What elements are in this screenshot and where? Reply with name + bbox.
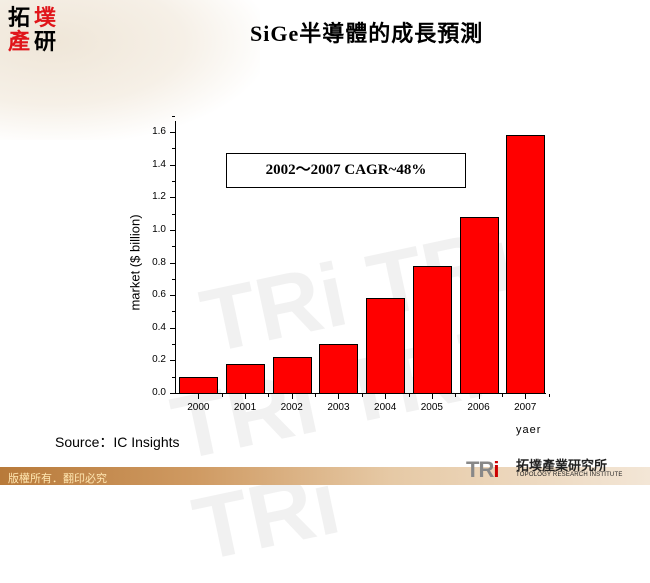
y-tick [172, 344, 175, 346]
y-tick [170, 327, 175, 329]
x-minor-tick [315, 394, 317, 397]
bar-2005 [412, 265, 452, 394]
bar-2002 [272, 357, 312, 394]
brand-name-cn: 拓墣產業研究所 [516, 458, 608, 473]
bar-2004 [366, 298, 406, 394]
x-minor-tick [221, 394, 223, 397]
y-tick-label: 0.4 [152, 321, 166, 333]
y-tick [172, 115, 175, 117]
x-tick [431, 394, 433, 399]
x-axis [175, 393, 546, 394]
y-tick [172, 376, 175, 378]
x-tick-label: 2000 [187, 402, 210, 413]
y-tick-label: 1.2 [152, 191, 166, 203]
footer-bar [0, 467, 650, 485]
brand-name-en: TOPOLOGY RESEARCH INSTITUTE [516, 472, 623, 478]
logo-char-4: 研 [34, 29, 57, 55]
topology-logo: 拓 墣 產 研 [6, 6, 62, 54]
y-tick [172, 246, 175, 248]
x-tick-label: 2006 [467, 402, 490, 413]
y-tick [172, 180, 175, 182]
logo-char-2: 墣 [34, 5, 57, 31]
x-tick [338, 394, 340, 399]
x-tick [291, 394, 293, 399]
logo-char-3: 產 [8, 29, 31, 55]
x-minor-tick [501, 394, 503, 397]
x-axis-title: yaer [516, 424, 542, 436]
y-tick [170, 164, 175, 166]
x-minor-tick [455, 394, 457, 397]
bar-2000 [179, 376, 219, 394]
x-minor-tick [268, 394, 270, 397]
y-tick [172, 311, 175, 313]
x-tick-label: 2003 [327, 402, 350, 413]
y-tick [170, 197, 175, 199]
x-tick [525, 394, 527, 399]
y-tick-label: 0.2 [152, 354, 166, 366]
y-tick-label: 0.8 [152, 256, 166, 268]
x-tick [385, 394, 387, 399]
x-minor-tick [408, 394, 410, 397]
y-tick [170, 360, 175, 362]
y-tick [172, 278, 175, 280]
y-tick-label: 1.4 [152, 158, 166, 170]
bar-2007 [506, 135, 546, 394]
bar-2003 [319, 344, 359, 394]
y-tick [170, 229, 175, 231]
logo-char-1: 拓 [8, 5, 31, 31]
x-tick-label: 2005 [420, 402, 443, 413]
copyright-text: 版權所有．翻印必究 [8, 473, 107, 485]
y-tick [172, 148, 175, 150]
x-tick-label: 2001 [233, 402, 257, 413]
y-tick [170, 132, 175, 134]
x-tick [245, 394, 247, 399]
y-tick-label: 0.6 [152, 289, 166, 301]
tri-mark: TRi [466, 457, 499, 482]
y-axis [175, 121, 176, 394]
x-tick-label: 2004 [374, 402, 397, 413]
background-texture [0, 0, 260, 140]
x-minor-tick [361, 394, 363, 397]
source-note: Source：IC Insights [55, 434, 180, 450]
y-tick [170, 262, 175, 264]
y-tick-label: 0.0 [152, 387, 166, 398]
bar-2006 [459, 216, 499, 394]
x-tick-label: 2007 [514, 402, 537, 413]
y-tick [170, 295, 175, 297]
y-tick [170, 393, 175, 394]
x-minor-tick [548, 394, 550, 397]
x-tick [198, 394, 200, 399]
cagr-annotation: 2002～2007 CAGR~48% [226, 153, 466, 188]
y-tick-label: 1.0 [152, 223, 166, 235]
y-tick-label: 1.6 [152, 126, 166, 138]
x-tick [478, 394, 480, 399]
tri-brand-logo: TRi 拓墣產業研究所 TOPOLOGY RESEARCH INSTITUTE [466, 455, 641, 483]
bar-2001 [226, 363, 266, 394]
y-tick [172, 213, 175, 215]
y-axis-title: market ($ billion) [127, 214, 143, 311]
x-tick-label: 2002 [280, 402, 303, 413]
slide-title: SiGe半導體的成長預測 [250, 21, 484, 46]
